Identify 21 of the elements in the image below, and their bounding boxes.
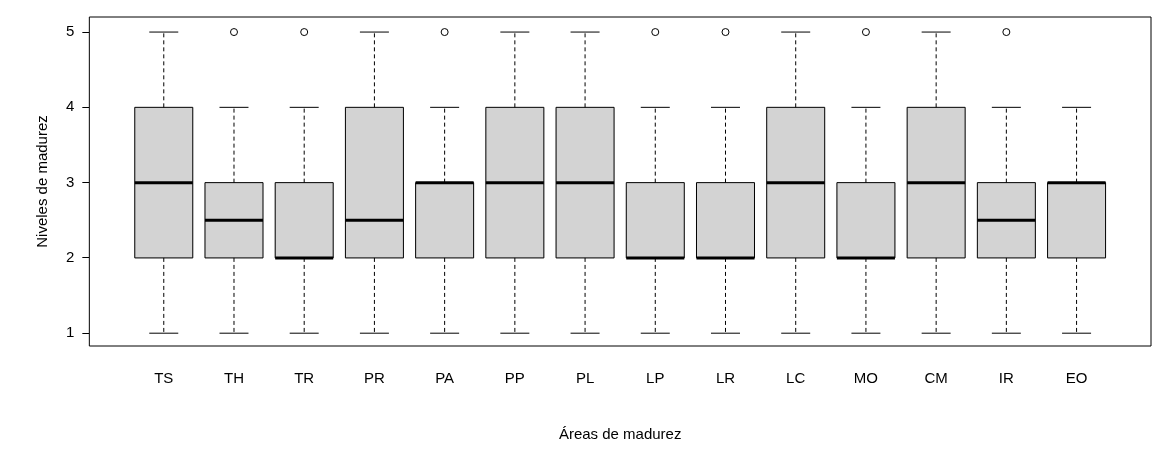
x-tick-label: TR xyxy=(294,369,315,387)
x-tick-label: PL xyxy=(575,369,595,387)
x-tick-label: PR xyxy=(364,369,385,387)
x-tick-label: CM xyxy=(924,369,948,387)
y-tick-label: 4 xyxy=(66,97,75,115)
x-axis-title: Áreas de madurez xyxy=(558,425,682,443)
x-tick-label: TH xyxy=(223,369,244,387)
y-tick-label: 3 xyxy=(66,172,75,190)
x-tick-label: IR xyxy=(998,369,1015,387)
x-tick-label: TS xyxy=(154,369,174,387)
x-tick-label: LR xyxy=(715,369,736,387)
x-tick-label: PP xyxy=(504,369,525,387)
y-tick-label: 5 xyxy=(66,22,75,40)
y-tick-label: 2 xyxy=(66,248,75,266)
x-tick-label: LC xyxy=(786,369,806,387)
y-tick-label: 1 xyxy=(66,323,75,341)
x-tick-label: LP xyxy=(646,369,665,387)
x-tick-label: MO xyxy=(853,369,879,387)
x-tick-label: EO xyxy=(1065,369,1088,387)
y-axis-title: Niveles de madurez xyxy=(33,115,51,248)
x-tick-label: PA xyxy=(435,369,455,387)
